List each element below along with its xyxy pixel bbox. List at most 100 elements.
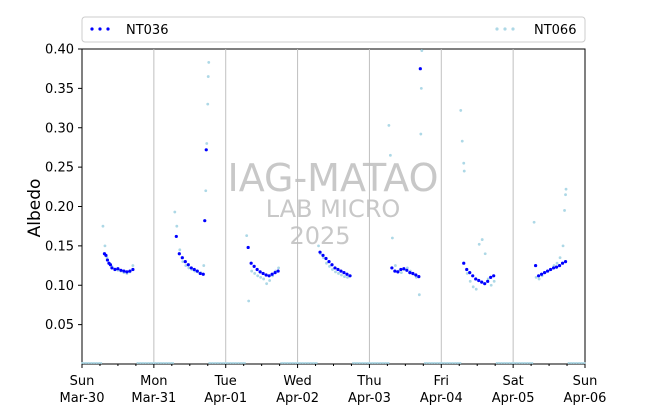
legend-label-nt036: NT036 xyxy=(126,23,168,38)
data-point-nt036 xyxy=(324,256,328,261)
baseline-point xyxy=(513,362,516,364)
baseline-point xyxy=(213,362,216,364)
baseline-point xyxy=(214,362,217,364)
data-point-nt066 xyxy=(340,273,343,277)
watermark-line-3: 2025 xyxy=(289,222,350,250)
baseline-point xyxy=(216,362,219,364)
data-point-nt036 xyxy=(258,270,262,274)
baseline-point xyxy=(164,362,167,364)
baseline-point xyxy=(384,362,387,364)
data-point-nt066 xyxy=(534,275,538,279)
x-tick-date: Apr-03 xyxy=(348,391,391,406)
baseline-point xyxy=(136,362,139,364)
baseline-point xyxy=(231,362,234,364)
baseline-point xyxy=(156,362,159,364)
baseline-point xyxy=(222,362,225,364)
x-tick-day: Thu xyxy=(356,374,381,389)
baseline-point xyxy=(495,362,498,364)
data-point-nt036 xyxy=(477,278,481,283)
data-point-nt066 xyxy=(564,193,567,197)
baseline-point xyxy=(240,362,243,364)
baseline-point xyxy=(312,362,315,364)
baseline-point xyxy=(368,362,371,364)
x-tick-date: Apr-04 xyxy=(420,391,463,406)
plot-area xyxy=(81,48,586,365)
baseline-point xyxy=(500,362,503,364)
baseline-point xyxy=(82,362,85,364)
data-point-nt066 xyxy=(417,293,421,297)
data-point-nt066 xyxy=(414,275,418,279)
baseline-point xyxy=(141,362,144,364)
baseline-point xyxy=(451,362,454,364)
baseline-point xyxy=(358,362,361,364)
baseline-point xyxy=(515,362,518,364)
data-point-nt036 xyxy=(336,267,340,272)
baseline-point xyxy=(162,362,165,364)
watermark-line-1: IAG-MATAO xyxy=(227,156,438,200)
baseline-point xyxy=(304,362,307,364)
baseline-point xyxy=(298,362,301,364)
data-point-nt066 xyxy=(322,256,325,260)
baseline-point xyxy=(363,362,366,364)
baseline-point xyxy=(569,362,572,364)
data-point-nt036 xyxy=(249,261,253,265)
baseline-point xyxy=(502,362,505,364)
data-point-nt036 xyxy=(417,274,421,279)
baseline-point xyxy=(310,362,313,364)
data-point-nt036 xyxy=(563,260,568,264)
data-point-nt066 xyxy=(555,261,559,265)
baseline-point xyxy=(364,362,367,364)
baseline-point xyxy=(167,362,170,364)
baseline-point xyxy=(281,362,284,364)
x-tick-day: Sat xyxy=(502,374,523,389)
x-tick-date: Apr-02 xyxy=(276,391,319,406)
data-point-nt036 xyxy=(411,271,415,276)
baseline-point xyxy=(89,362,91,364)
data-point-nt036 xyxy=(204,148,208,152)
baseline-point xyxy=(508,362,511,364)
baseline-point xyxy=(232,362,235,364)
baseline-point xyxy=(497,362,500,364)
data-point-nt036 xyxy=(539,272,544,276)
data-point-nt066 xyxy=(331,268,334,271)
baseline-point xyxy=(523,362,526,364)
data-point-nt036 xyxy=(554,265,559,269)
baseline-point xyxy=(503,362,506,364)
x-tick-date: Apr-06 xyxy=(564,391,607,406)
data-point-nt066 xyxy=(262,277,266,281)
data-point-nt066 xyxy=(405,266,409,270)
data-point-nt066 xyxy=(393,264,397,267)
data-point-nt066 xyxy=(492,279,496,283)
watermark: IAG-MATAO LAB MICRO 2025 xyxy=(227,156,438,250)
baseline-point xyxy=(581,362,584,364)
data-point-nt066 xyxy=(399,271,403,275)
data-point-nt066 xyxy=(206,75,210,78)
data-point-nt036 xyxy=(492,274,496,278)
data-point-nt036 xyxy=(536,274,541,278)
y-tick-label: 0.05 xyxy=(45,318,74,333)
data-point-nt036 xyxy=(557,263,562,268)
legend-label-nt066: NT066 xyxy=(534,23,576,38)
data-point-nt066 xyxy=(480,238,484,241)
data-point-nt066 xyxy=(259,275,263,279)
data-point-nt036 xyxy=(131,267,135,272)
baseline-point xyxy=(382,362,385,364)
data-point-nt036 xyxy=(273,271,277,275)
baseline-point xyxy=(366,362,369,364)
data-point-nt036 xyxy=(396,270,400,274)
data-point-nt036 xyxy=(180,256,184,260)
baseline-point xyxy=(309,362,312,364)
baseline-point xyxy=(453,362,456,364)
data-point-nt036 xyxy=(264,273,268,277)
baseline-point xyxy=(376,362,379,364)
data-point-nt066 xyxy=(103,244,107,248)
data-point-nt066 xyxy=(256,274,260,278)
data-point-nt036 xyxy=(183,260,187,264)
data-point-nt036 xyxy=(255,267,259,272)
data-point-nt066 xyxy=(173,210,177,214)
y-tick-label: 0.35 xyxy=(45,82,74,97)
baseline-point xyxy=(425,362,428,364)
baseline-point xyxy=(498,362,501,364)
baseline-point xyxy=(433,362,436,364)
